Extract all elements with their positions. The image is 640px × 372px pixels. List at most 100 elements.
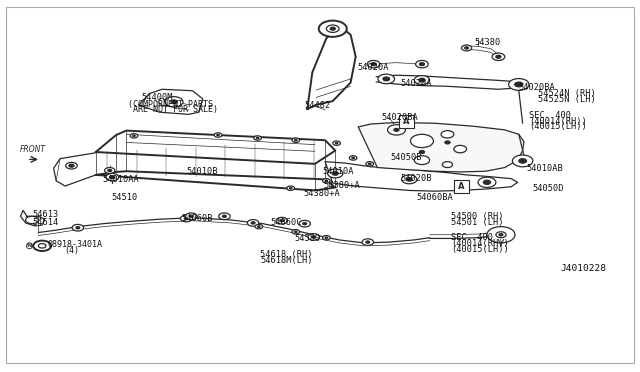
Circle shape <box>519 159 527 163</box>
Circle shape <box>496 55 501 58</box>
Circle shape <box>325 237 328 238</box>
Circle shape <box>104 167 115 173</box>
Text: 54525N (LH): 54525N (LH) <box>538 96 596 105</box>
Circle shape <box>189 215 193 217</box>
Circle shape <box>186 213 197 219</box>
Circle shape <box>303 222 307 225</box>
Circle shape <box>325 180 328 182</box>
Text: (COMPORNENT PARTS: (COMPORNENT PARTS <box>127 100 212 109</box>
Circle shape <box>33 241 51 251</box>
Circle shape <box>335 142 338 144</box>
Circle shape <box>76 227 80 229</box>
Circle shape <box>419 151 424 154</box>
Text: SEC. 400: SEC. 400 <box>451 233 493 242</box>
Circle shape <box>109 176 115 179</box>
Circle shape <box>251 222 255 224</box>
Circle shape <box>72 224 84 231</box>
Circle shape <box>108 169 111 171</box>
Circle shape <box>323 235 330 240</box>
Circle shape <box>287 186 294 190</box>
Circle shape <box>323 179 330 183</box>
Circle shape <box>292 230 300 234</box>
Text: 54618M(LH): 54618M(LH) <box>260 256 312 265</box>
Circle shape <box>276 217 287 224</box>
Text: 54510: 54510 <box>111 193 137 202</box>
Text: 54500 (RH): 54500 (RH) <box>451 212 504 221</box>
Text: 54618 (RH): 54618 (RH) <box>260 250 312 259</box>
Circle shape <box>442 161 452 167</box>
Circle shape <box>366 241 370 243</box>
Circle shape <box>461 45 472 51</box>
Circle shape <box>217 134 220 136</box>
Text: 08918-3401A: 08918-3401A <box>47 240 102 249</box>
Circle shape <box>289 187 292 189</box>
Text: ARE NOT FOR SALE): ARE NOT FOR SALE) <box>133 105 218 115</box>
Text: 54020B: 54020B <box>400 174 432 183</box>
Circle shape <box>69 164 74 167</box>
Text: 54020BA: 54020BA <box>381 113 418 122</box>
Circle shape <box>441 131 454 138</box>
Circle shape <box>171 100 177 104</box>
Text: 54614: 54614 <box>32 218 58 227</box>
Text: 54380+A: 54380+A <box>324 182 360 190</box>
Circle shape <box>367 61 380 68</box>
Circle shape <box>483 180 490 185</box>
Circle shape <box>509 78 529 90</box>
Circle shape <box>362 239 374 246</box>
Text: A: A <box>403 117 410 126</box>
Circle shape <box>378 74 394 84</box>
Circle shape <box>257 226 260 227</box>
Circle shape <box>496 232 506 238</box>
Text: 54060B: 54060B <box>181 214 212 223</box>
Text: 54482: 54482 <box>305 101 331 110</box>
Circle shape <box>419 62 424 65</box>
Circle shape <box>401 175 417 184</box>
Circle shape <box>415 61 428 68</box>
Circle shape <box>454 145 467 153</box>
Circle shape <box>352 157 355 159</box>
FancyBboxPatch shape <box>399 115 414 128</box>
Circle shape <box>332 171 339 175</box>
Circle shape <box>219 213 230 219</box>
Circle shape <box>38 244 46 248</box>
Circle shape <box>487 227 515 243</box>
Circle shape <box>515 82 523 87</box>
Circle shape <box>66 162 77 169</box>
Circle shape <box>165 97 183 107</box>
Text: 54010A: 54010A <box>323 167 354 176</box>
Text: 54580: 54580 <box>294 234 321 243</box>
Text: SEC. 400: SEC. 400 <box>529 110 571 120</box>
Circle shape <box>478 177 496 187</box>
Text: FRONT: FRONT <box>20 145 46 154</box>
Circle shape <box>280 219 284 222</box>
Text: 54050D: 54050D <box>533 185 564 193</box>
Circle shape <box>394 128 399 131</box>
Circle shape <box>349 156 357 160</box>
Circle shape <box>326 25 339 32</box>
Circle shape <box>388 125 405 135</box>
Text: 54010B: 54010B <box>186 167 218 176</box>
Text: N: N <box>27 243 32 248</box>
Text: (40014(RH)): (40014(RH)) <box>529 116 587 125</box>
Text: (40015(LH)): (40015(LH)) <box>529 122 587 131</box>
Circle shape <box>132 135 135 137</box>
Circle shape <box>333 141 340 145</box>
Circle shape <box>414 76 429 84</box>
Circle shape <box>513 155 533 167</box>
Circle shape <box>180 215 192 222</box>
Circle shape <box>319 20 347 37</box>
Text: 54020BA: 54020BA <box>519 83 556 92</box>
Text: 54501 (LH): 54501 (LH) <box>451 218 504 227</box>
Circle shape <box>330 27 335 30</box>
Text: 54613: 54613 <box>32 210 58 219</box>
Circle shape <box>366 161 374 166</box>
Text: J4010228: J4010228 <box>561 264 607 273</box>
Text: 54400M: 54400M <box>141 93 173 102</box>
Text: 54050B: 54050B <box>390 153 422 162</box>
Circle shape <box>130 134 138 138</box>
Circle shape <box>294 140 297 141</box>
Polygon shape <box>358 122 524 172</box>
Text: (40014(RH)): (40014(RH)) <box>451 239 509 248</box>
Circle shape <box>299 220 310 227</box>
Circle shape <box>492 53 505 61</box>
